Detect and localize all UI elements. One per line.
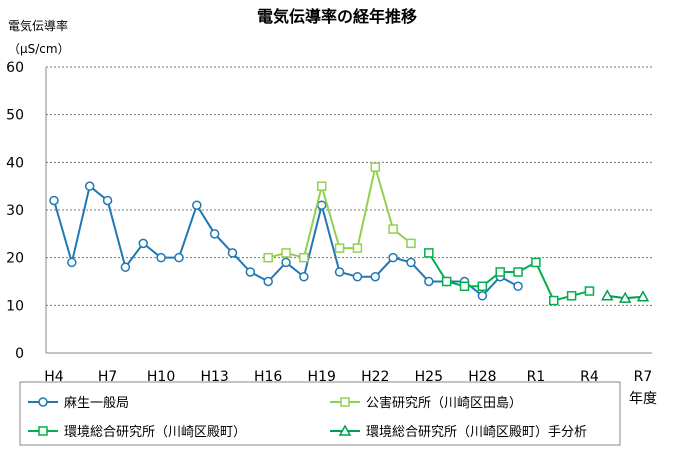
data-point (174, 252, 184, 263)
y-tick-label: 40 (6, 155, 24, 171)
data-point (549, 295, 559, 306)
y-axis-label: 電気伝導率 (8, 18, 68, 33)
data-point (209, 229, 220, 239)
data-point (352, 243, 363, 253)
data-point (67, 257, 77, 268)
y-tick-label: 60 (6, 60, 24, 76)
series-line (427, 252, 590, 302)
x-tick-label: H19 (308, 369, 336, 385)
legend-label: 麻生一般局 (64, 395, 129, 411)
data-point (334, 243, 345, 253)
y-tick-label: 0 (15, 346, 24, 362)
series (49, 162, 650, 306)
data-point (102, 195, 113, 206)
data-point (477, 291, 488, 301)
x-tick-label: H28 (468, 369, 496, 385)
x-tick-label: H16 (254, 369, 282, 385)
legend[interactable]: 麻生一般局 公害研究所（川崎区田島） 環境総合研究所（川崎区殿町） 環境総合研究所（川… (19, 381, 621, 446)
y-tick-label: 50 (6, 108, 24, 124)
data-point (424, 276, 434, 287)
data-point (156, 252, 166, 263)
data-point (281, 248, 291, 258)
data-point (495, 267, 505, 277)
data-point (263, 276, 273, 287)
data-point (281, 257, 291, 268)
data-point (513, 281, 523, 292)
data-point (263, 252, 273, 263)
x-ticks: H4 H7 H10 H13 H16 H19 H22 H25 H28 R1 R4 R7 (44, 369, 652, 385)
series-2 (263, 162, 416, 263)
data-point (513, 267, 523, 277)
y-tick-label: 10 (6, 298, 24, 314)
legend-label: 環境総合研究所（川崎区殿町） (64, 425, 246, 440)
x-tick-label: R7 (634, 369, 653, 385)
legend-marker (340, 397, 350, 407)
data-point (316, 200, 327, 210)
data-point (227, 248, 238, 258)
data-point (441, 276, 452, 287)
legend-item[interactable]: 公害研究所（川崎区田島） (330, 395, 522, 411)
data-point (299, 252, 309, 263)
data-point (138, 238, 148, 249)
data-point (49, 195, 59, 206)
legend-marker (338, 424, 352, 436)
data-point (120, 262, 131, 272)
chart-title: 電気伝導率の経年推移 (257, 7, 417, 26)
data-point (388, 252, 398, 263)
data-point (584, 286, 595, 296)
data-point (531, 257, 541, 268)
data-point (459, 281, 470, 292)
x-tick-label: H7 (98, 369, 117, 385)
series-4 (601, 289, 650, 303)
data-point (406, 238, 416, 249)
grid (45, 66, 652, 354)
data-point (388, 224, 398, 234)
series-1 (49, 181, 523, 301)
legend-item[interactable]: 麻生一般局 (28, 395, 129, 411)
legend-label: 環境総合研究所（川崎区殿町）手分析 (366, 425, 587, 440)
x-tick-label: H22 (361, 369, 389, 385)
data-point (299, 271, 309, 282)
legend-item[interactable]: 環境総合研究所（川崎区殿町） (28, 425, 246, 440)
data-point (352, 271, 363, 282)
y-tick-label: 30 (6, 203, 24, 219)
x-tick-label: R4 (580, 369, 599, 385)
y-tick-label: 20 (6, 251, 24, 267)
legend-marker (38, 397, 48, 407)
data-point (316, 181, 327, 191)
data-point (370, 271, 381, 282)
data-point (636, 290, 650, 302)
x-tick-label: H25 (415, 369, 443, 385)
data-point (477, 281, 488, 292)
y-axis-unit: （μS/cm） (8, 42, 70, 56)
data-point (566, 291, 577, 301)
data-point (601, 289, 614, 301)
data-point (424, 248, 434, 258)
legend-item[interactable]: 環境総合研究所（川崎区殿町）手分析 (330, 424, 587, 440)
data-point (245, 267, 256, 277)
x-tick-label: H10 (147, 369, 175, 385)
data-point (334, 267, 345, 277)
data-point (406, 257, 416, 268)
y-ticks: 0 10 20 30 40 50 60 (6, 60, 24, 362)
legend-label: 公害研究所（川崎区田島） (366, 395, 522, 411)
series-3 (424, 248, 595, 306)
legend-marker (38, 426, 48, 436)
data-point (84, 181, 95, 191)
data-point (618, 291, 632, 303)
x-axis-label: 年度 (629, 391, 657, 407)
legend-box (19, 381, 621, 446)
data-point (370, 162, 381, 172)
x-tick-label: H13 (200, 369, 228, 385)
data-point (192, 200, 202, 210)
x-tick-label: H4 (44, 369, 64, 385)
x-tick-label: R1 (527, 369, 546, 385)
